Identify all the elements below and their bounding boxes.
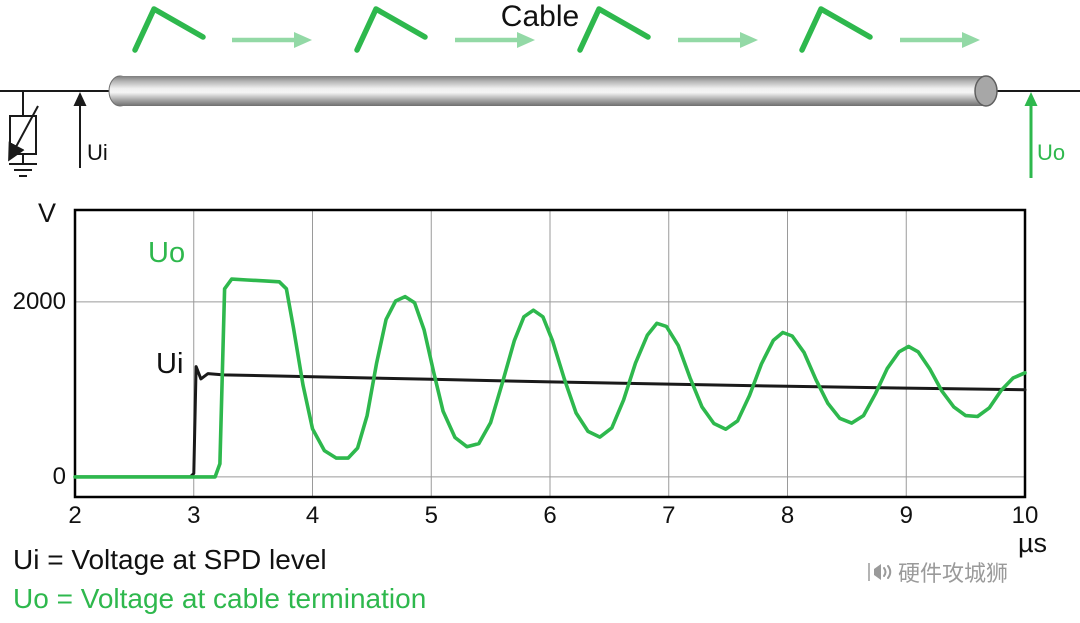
cable-end-cap — [974, 75, 998, 107]
cable — [108, 75, 998, 107]
x-tick-label: 4 — [305, 502, 320, 529]
x-tick-label: 7 — [662, 502, 676, 529]
x-tick-label: 10 — [1011, 502, 1039, 529]
legend-uo: Uo = Voltage at cable termination — [13, 583, 427, 614]
legend-ui: Ui = Voltage at SPD level — [13, 544, 327, 575]
surge-pulse-icon — [132, 6, 206, 53]
propagation-arrow-icon — [678, 32, 758, 48]
uo-arrow — [1024, 92, 1038, 178]
megaphone-icon — [868, 563, 892, 581]
surge-pulse-icon — [799, 6, 873, 53]
y-axis-unit-label: V — [38, 198, 57, 228]
x-tick-label: 6 — [543, 502, 557, 529]
y-tick-label: 2000 — [12, 287, 66, 315]
propagation-arrow-icon — [232, 32, 312, 48]
curve-label-uo: Uo — [148, 237, 186, 269]
propagation-arrow-icon — [900, 32, 980, 48]
propagation-arrow-icon — [455, 32, 535, 48]
x-axis-unit-label: µs — [1018, 528, 1048, 558]
ui-arrow — [73, 92, 87, 168]
curve-label-ui: Ui — [156, 348, 184, 380]
x-tick-label: 5 — [424, 502, 438, 529]
x-tick-label: 9 — [899, 502, 913, 529]
y-tick-label: 0 — [52, 462, 66, 490]
watermark: 硬件攻城狮 — [866, 556, 1008, 588]
surge-pulse-icon — [577, 6, 651, 53]
ground-icon — [9, 163, 37, 177]
uo-arrow-label: Uo — [1037, 140, 1066, 165]
spd-symbol — [8, 92, 39, 177]
cable-label: Cable — [500, 0, 580, 33]
x-tick-label: 8 — [780, 502, 795, 529]
series-Ui — [73, 365, 1027, 479]
surge-pulse-icon — [354, 6, 428, 53]
series-Uo — [73, 277, 1027, 479]
ui-arrow-label: Ui — [87, 140, 108, 165]
x-tick-label: 2 — [68, 502, 82, 529]
voltage-chart — [73, 208, 1027, 499]
watermark-text: 硬件攻城狮 — [898, 561, 1009, 586]
x-tick-label: 3 — [187, 502, 201, 529]
